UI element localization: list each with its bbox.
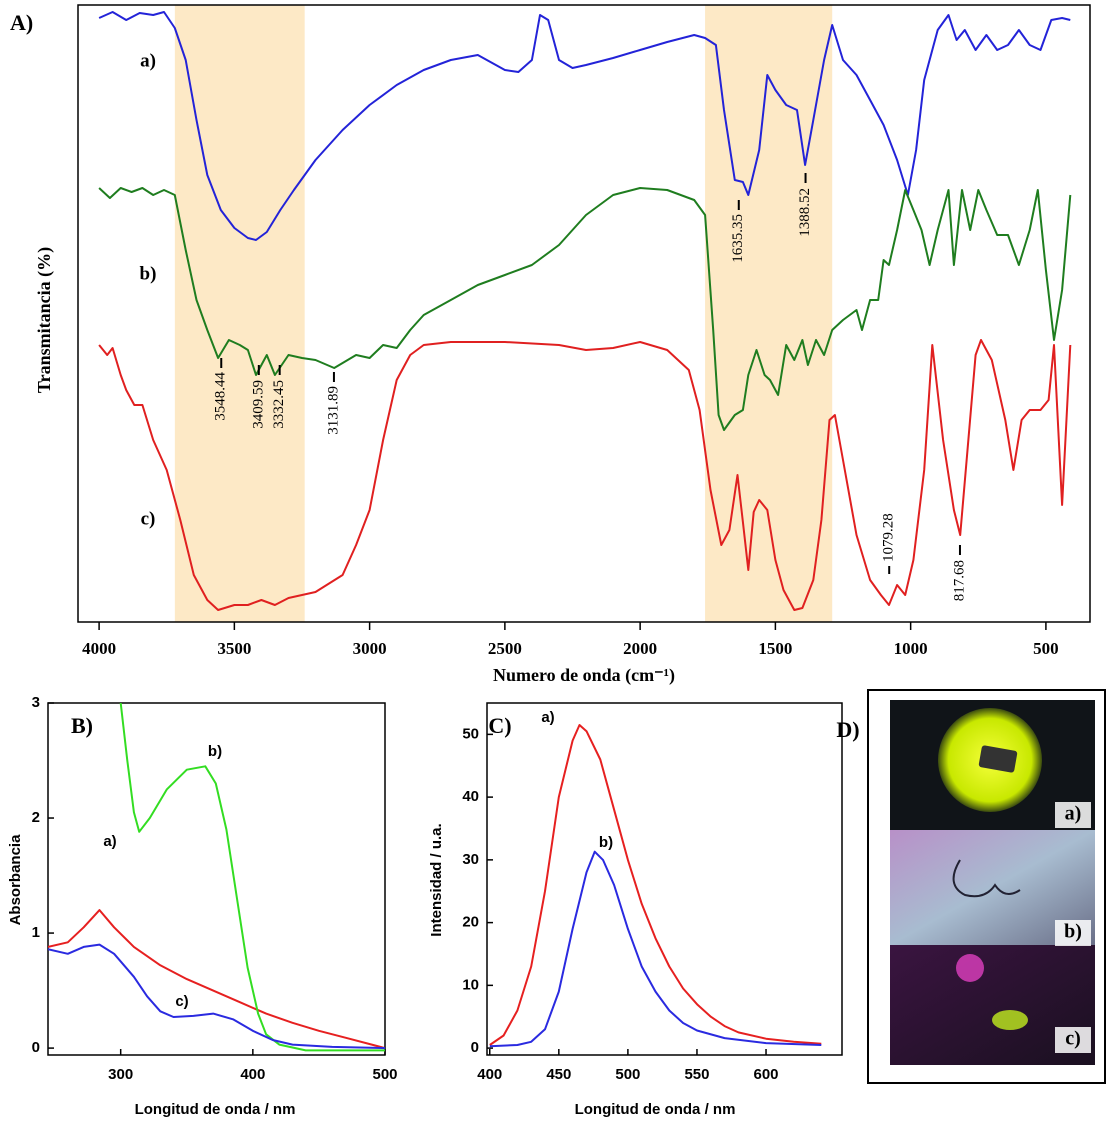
x-tick-label: 4000 [82,639,116,658]
peak-label: 1388.52 [797,188,813,237]
plot-frame [77,4,1091,623]
x-tick-label: 3500 [217,639,251,658]
x-tick-label: 2500 [488,639,522,658]
x-axis-title: Longitud de onda / nm [135,1101,296,1118]
series-line [48,943,385,1050]
peak-label: 817.68 [951,560,967,601]
panel-label: D) [836,717,859,742]
series-label: c) [175,993,188,1010]
photo-caption: b) [1064,921,1082,943]
photo-c-light [956,954,984,982]
peak-label: 3131.89 [325,386,341,435]
photo-b-writing [952,859,1021,898]
series-label: b) [599,834,613,851]
x-tick-label: 600 [754,1066,779,1083]
series-line [489,724,822,1046]
series-line [98,187,1072,431]
panel-label: B) [71,713,93,738]
series-line [119,703,385,1052]
y-tick-label: 40 [462,788,479,805]
plot-area [48,703,385,1052]
plot-area [489,724,822,1048]
x-tick-label: 500 [615,1066,640,1083]
x-axis-title: Numero de onda (cm⁻¹) [493,665,675,686]
x-tick-label: 3000 [353,639,387,658]
x-tick-label: 550 [684,1066,709,1083]
y-tick-label: 2 [32,809,40,826]
peak-label: 3409.59 [250,380,266,429]
plot-area [98,11,1072,611]
y-axis-title: Transmitancia (%) [34,247,55,393]
x-axis-title: Longitud de onda / nm [575,1101,736,1118]
panel-label: A) [10,10,33,35]
series-line [489,850,822,1048]
chart-panel: 4000 3500 3000 2500 2000 1500 1000 500 a) b) c) 354… [10,4,1091,686]
x-tick-label: 500 [372,1066,397,1083]
peak-label: 1635.35 [730,214,746,263]
caption-bg [1055,1027,1091,1053]
x-tick-label: 1500 [758,639,792,658]
x-tick-label: 2000 [623,639,657,658]
series-line [48,909,385,1050]
series-label: c) [141,508,156,529]
x-tick-label: 300 [108,1066,133,1083]
x-tick-label: 400 [477,1066,502,1083]
plot-frame [47,702,386,1056]
y-tick-label: 0 [471,1039,479,1056]
x-tick-label: 400 [240,1066,265,1083]
panel-d [867,689,1106,1084]
series-label: a) [541,709,554,726]
series-label: b) [140,263,157,284]
photo-caption: a) [1065,803,1082,825]
x-tick-label: 1000 [894,639,928,658]
x-tick-label: 500 [1033,639,1059,658]
series-line [98,339,1072,611]
series-label: a) [140,50,156,71]
y-axis-title: Intensidad / u.a. [428,823,445,936]
y-tick-label: 30 [462,851,479,868]
y-tick-label: 3 [32,694,40,711]
peak-label: 3548.44 [213,372,229,421]
caption-bg [1055,802,1091,828]
caption-bg [1055,920,1091,946]
chart-panel: 300 400 500 0 1 2 3 a) b) c) B) Longitud de onda / … [7,694,398,1118]
y-tick-label: 20 [462,914,479,931]
y-tick-label: 50 [462,725,479,742]
photo-c-powder [992,1010,1028,1030]
photo-caption: c) [1065,1028,1081,1050]
series-line [98,11,1071,241]
photo-a-label [978,745,1018,773]
plot-frame [486,702,843,1056]
y-tick-label: 10 [462,976,479,993]
y-tick-label: 1 [32,924,40,941]
series-label: b) [208,743,222,760]
y-axis-title: Absorbancia [7,834,24,926]
y-tick-label: 0 [32,1039,40,1056]
series-label: a) [103,833,116,850]
peak-label: 1079.28 [881,513,897,562]
panel-label: C) [488,713,511,738]
peak-label: 3332.45 [271,380,287,429]
highlight-band [705,5,833,622]
highlight-band [174,5,305,622]
x-tick-label: 450 [546,1066,571,1083]
chart-panel: 400 450 500 550 600 0 10 20 30 40 50 a) b) C) Longitud… [428,702,843,1118]
